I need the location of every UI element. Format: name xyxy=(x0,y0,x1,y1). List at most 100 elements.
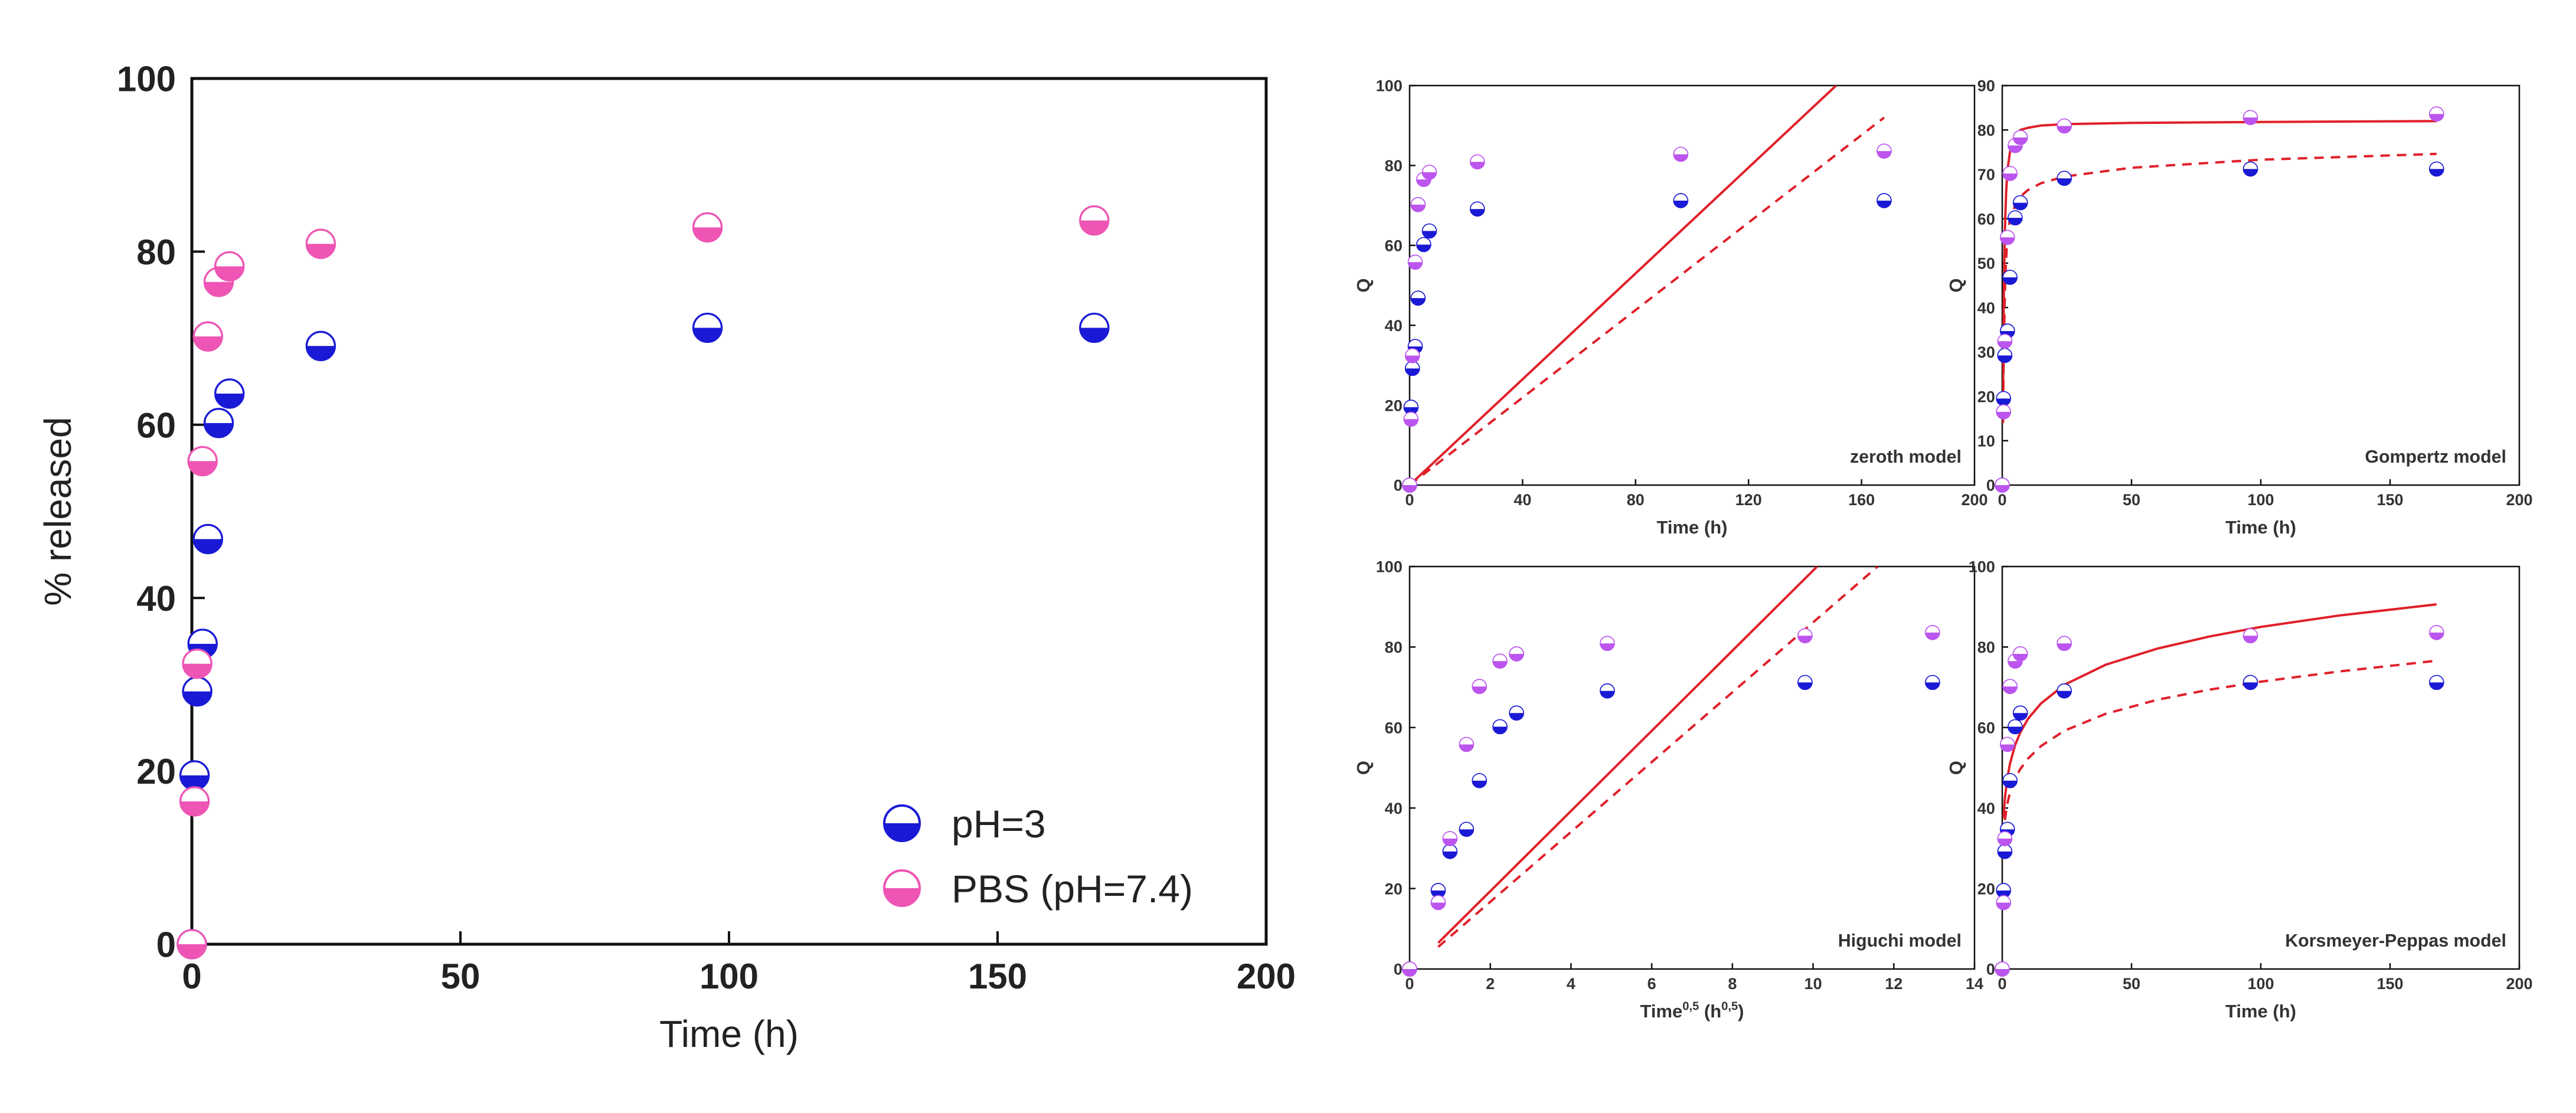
series-0 xyxy=(176,312,1110,960)
data-point-bottom xyxy=(1600,690,1614,698)
data-point-ring xyxy=(1925,625,1940,640)
y-tick-label: 100 xyxy=(117,60,176,99)
y-axis-label: Q xyxy=(1353,761,1374,775)
x-tick-label: 50 xyxy=(441,957,480,996)
data-point-bottom xyxy=(2003,277,2018,284)
data-point-bottom xyxy=(1472,686,1487,694)
plot-frame xyxy=(2001,84,2521,486)
data-point-ring xyxy=(2012,130,2028,145)
legend-marker-ring xyxy=(883,869,921,907)
data-point-ring xyxy=(1996,404,2012,420)
data-point-bottom xyxy=(2057,690,2072,698)
data-point-top xyxy=(2057,119,2072,126)
model-annotation: zeroth model xyxy=(1850,447,1962,467)
fit-line-dashed xyxy=(2003,659,2437,821)
data-point-top xyxy=(2013,646,2028,654)
data-point-bottom xyxy=(1673,154,1688,162)
data-point-bottom xyxy=(1472,780,1487,788)
data-point-ring xyxy=(1797,675,1813,690)
y-tick-label: 80 xyxy=(1977,639,1995,656)
x-tick-label: 50 xyxy=(2123,975,2140,993)
data-point-top xyxy=(2013,195,2028,203)
data-point-ring xyxy=(1492,653,1508,669)
data-point-bottom xyxy=(1493,726,1508,734)
data-point-bottom xyxy=(2000,829,2015,837)
data-point-ring xyxy=(1995,477,2010,493)
data-point-top xyxy=(1998,334,2012,342)
series-1 xyxy=(1402,625,1940,977)
data-point-bottom xyxy=(306,346,335,361)
data-point-top xyxy=(1403,478,1417,485)
data-point-ring xyxy=(179,786,210,817)
data-point-bottom xyxy=(1416,179,1431,187)
x-tick-label: 80 xyxy=(1627,491,1645,509)
y-axis-label: % released xyxy=(37,417,79,605)
data-point-top xyxy=(1493,654,1508,662)
x-tick-label: 0 xyxy=(1998,491,2006,509)
legend-marker-ring xyxy=(883,804,921,842)
data-point-top xyxy=(1408,255,1423,263)
x-axis-label-sup: 0,5 xyxy=(1721,1000,1738,1013)
plot-frame xyxy=(190,77,1268,946)
data-point-bottom xyxy=(1431,902,1446,910)
y-tick-label: 20 xyxy=(1977,388,1995,405)
data-point-top xyxy=(178,930,206,944)
data-point-ring xyxy=(1673,193,1689,208)
data-point-bottom xyxy=(1470,209,1485,217)
data-point-ring xyxy=(187,446,218,477)
data-point-top xyxy=(1404,412,1418,420)
data-point-bottom xyxy=(2429,632,2444,640)
data-point-top xyxy=(1509,646,1524,654)
data-point-bottom xyxy=(2057,643,2072,651)
data-point-bottom xyxy=(2000,744,2015,752)
y-tick-label: 50 xyxy=(1977,255,1995,273)
data-point-bottom xyxy=(1673,200,1688,208)
data-point-top xyxy=(2057,636,2072,644)
data-point-bottom xyxy=(1797,636,1812,643)
data-point-ring xyxy=(2012,646,2028,662)
data-point-ring xyxy=(2428,161,2444,177)
data-point-top xyxy=(1472,679,1487,687)
x-axis-label-part: (h xyxy=(1699,1001,1721,1022)
x-tick-label: 0 xyxy=(182,957,201,996)
data-point-bottom xyxy=(2008,218,2022,225)
data-point-top xyxy=(693,313,722,328)
data-point-ring xyxy=(1442,844,1458,859)
data-point-bottom xyxy=(2000,237,2015,245)
data-point-ring xyxy=(2242,161,2258,177)
y-tick-label: 10 xyxy=(1977,432,1995,450)
data-point-bottom xyxy=(1403,485,1417,492)
data-point-bottom xyxy=(2003,686,2018,694)
y-tick-label: 0 xyxy=(1986,477,1995,495)
x-tick-label: 100 xyxy=(2247,975,2274,993)
data-point-ring xyxy=(1404,361,1420,377)
data-point-top xyxy=(2057,683,2072,691)
series-1 xyxy=(176,205,1110,960)
y-axis-label: Q xyxy=(1946,278,1966,292)
data-point-ring xyxy=(1797,628,1813,644)
data-point-bottom xyxy=(693,227,722,242)
data-point-top xyxy=(204,267,233,282)
data-point-ring xyxy=(305,330,336,361)
data-point-bottom xyxy=(1996,411,2011,419)
data-point-ring xyxy=(1600,636,1615,652)
data-point-top xyxy=(1416,237,1431,245)
data-point-bottom xyxy=(1422,172,1437,179)
data-point-bottom xyxy=(204,281,233,296)
data-point-bottom xyxy=(2013,653,2028,661)
series-0 xyxy=(1402,675,1940,977)
data-point-ring xyxy=(2008,719,2023,735)
data-point-ring xyxy=(1402,961,1417,977)
data-point-bottom xyxy=(2003,780,2018,788)
fit-lines xyxy=(2002,603,2437,821)
data-point-top xyxy=(2003,773,2018,781)
data-point-top xyxy=(693,213,722,228)
data-point-ring xyxy=(182,676,213,707)
data-point-bottom xyxy=(693,328,722,342)
data-point-top xyxy=(2013,706,2028,713)
data-point-ring xyxy=(2057,636,2072,652)
y-axis-label: Q xyxy=(1946,761,1966,775)
data-point-top xyxy=(2429,162,2444,169)
data-point-ring xyxy=(176,929,207,960)
data-point-bottom xyxy=(1080,328,1109,342)
